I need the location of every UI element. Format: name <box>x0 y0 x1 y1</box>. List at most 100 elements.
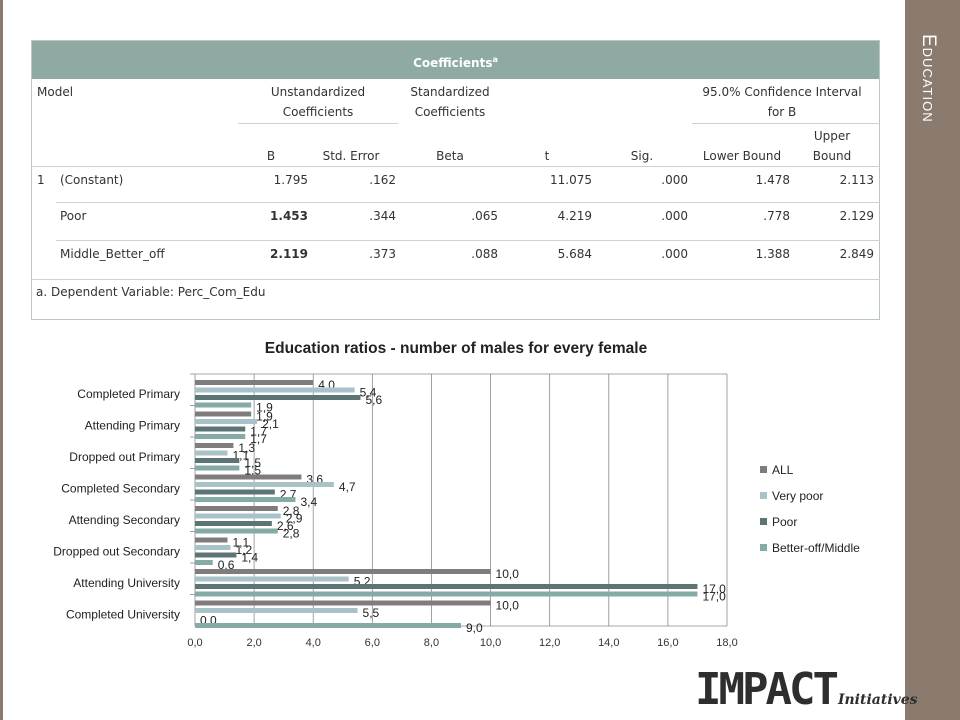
header-ci-2: for B <box>767 105 797 119</box>
row-name: Poor <box>60 209 87 223</box>
row-sig: .000 <box>661 209 688 223</box>
x-tick-label: 8,0 <box>424 637 439 649</box>
data-label: 10,0 <box>496 599 520 613</box>
legend-swatch <box>760 466 767 473</box>
data-label: 1,2 <box>235 543 252 557</box>
data-label: 17,0 <box>702 590 726 604</box>
legend-label: Poor <box>772 515 797 529</box>
bar <box>195 434 246 439</box>
header-b: B <box>266 149 276 163</box>
data-label: 2,8 <box>283 504 300 518</box>
x-tick-label: 16,0 <box>657 637 678 649</box>
row-std-error: .162 <box>369 173 396 187</box>
category-label: Attending University <box>73 576 180 590</box>
header-beta: Beta <box>436 149 464 163</box>
data-label: 5,5 <box>363 606 380 620</box>
bar <box>195 513 281 519</box>
bar <box>195 380 314 385</box>
category-label: Completed University <box>66 607 180 621</box>
row-b: 1.795 <box>273 173 308 187</box>
data-label: 5,4 <box>360 386 377 400</box>
data-label: 9,0 <box>466 621 483 635</box>
header-standardized-2: Coefficients <box>414 105 486 119</box>
row-beta: .065 <box>471 209 498 223</box>
bar <box>195 545 231 550</box>
row-name: Middle_Better_off <box>60 247 165 261</box>
row-std-error: .373 <box>369 247 396 261</box>
row-sig: .000 <box>661 247 688 261</box>
category-label: Dropped out Secondary <box>53 544 180 558</box>
row-t: 11.075 <box>550 173 592 187</box>
bar <box>195 506 278 511</box>
bar <box>195 402 252 408</box>
bar <box>195 600 491 606</box>
row-upper-bound: 2.113 <box>839 173 874 187</box>
bar <box>195 443 234 448</box>
bar <box>195 576 349 582</box>
header-upper-bound-1: Upper <box>813 129 851 143</box>
bar <box>195 537 228 543</box>
row-upper-bound: 2.129 <box>839 209 874 223</box>
bar <box>195 608 358 613</box>
bar <box>195 387 355 393</box>
row-sig: .000 <box>661 173 688 187</box>
x-tick-label: 6,0 <box>365 637 380 649</box>
bar <box>195 419 258 424</box>
data-label: 1,7 <box>250 432 267 446</box>
left-rule <box>0 0 3 720</box>
data-label: 0,6 <box>218 558 235 572</box>
x-tick-label: 18,0 <box>716 637 737 649</box>
logo-main-text: IMPACT <box>695 664 839 715</box>
bar <box>195 489 275 495</box>
row-upper-bound: 2.849 <box>839 247 874 261</box>
bar <box>195 458 240 463</box>
bar <box>195 465 240 471</box>
header-unstandardized-2: Coefficients <box>282 105 354 119</box>
logo-sub-text: Initiatives <box>837 692 918 708</box>
table-title-text: Coefficients <box>413 56 493 70</box>
bar <box>195 411 252 417</box>
bar <box>195 497 296 502</box>
header-unstandardized-1: Unstandardized <box>270 85 366 99</box>
data-label: 2,8 <box>283 527 300 541</box>
row-t: 5.684 <box>557 247 592 261</box>
row-b: 2.119 <box>270 247 308 261</box>
x-tick-label: 2,0 <box>246 637 261 649</box>
row-beta: .088 <box>471 247 498 261</box>
bar <box>195 552 237 558</box>
bar <box>195 482 334 487</box>
bar <box>195 569 491 574</box>
legend-swatch <box>760 544 767 551</box>
category-label: Dropped out Primary <box>69 450 180 464</box>
legend-label: Better-off/Middle <box>772 541 860 555</box>
chart-title: Education ratios - number of males for e… <box>264 340 648 357</box>
x-tick-label: 0,0 <box>187 637 202 649</box>
data-label: 1,4 <box>241 551 258 565</box>
bar <box>195 395 361 400</box>
legend-label: Very poor <box>772 489 823 503</box>
table-title: Coefficientsa <box>32 41 879 79</box>
row-lower-bound: 1.478 <box>755 173 790 187</box>
data-label: 1,1 <box>233 536 250 550</box>
bar <box>195 591 698 597</box>
data-label: 2,1 <box>262 417 279 431</box>
legend-label: ALL <box>772 463 794 477</box>
bar <box>195 560 213 565</box>
data-label: 1,7 <box>250 425 267 439</box>
coefficients-table: Coefficientsa Model Unstandardized Coeff… <box>31 40 880 320</box>
header-upper-bound-2: Bound <box>812 149 852 163</box>
data-label: 2,9 <box>286 512 303 526</box>
bar <box>195 584 698 589</box>
data-label: 3,4 <box>300 495 317 509</box>
x-tick-label: 4,0 <box>306 637 321 649</box>
data-label: 4,7 <box>339 480 356 494</box>
section-title: Education <box>905 0 960 170</box>
header-std-error: Std. Error <box>322 149 380 163</box>
sidebar: Education <box>905 0 960 720</box>
category-label: Attending Primary <box>85 418 180 432</box>
header-ci-1: 95.0% Confidence Interval <box>702 85 862 99</box>
bar <box>195 426 246 432</box>
x-tick-label: 10,0 <box>480 637 501 649</box>
header-lower-bound: Lower Bound <box>702 149 782 163</box>
table-footnote: a. Dependent Variable: Perc_Com_Edu <box>36 285 266 299</box>
